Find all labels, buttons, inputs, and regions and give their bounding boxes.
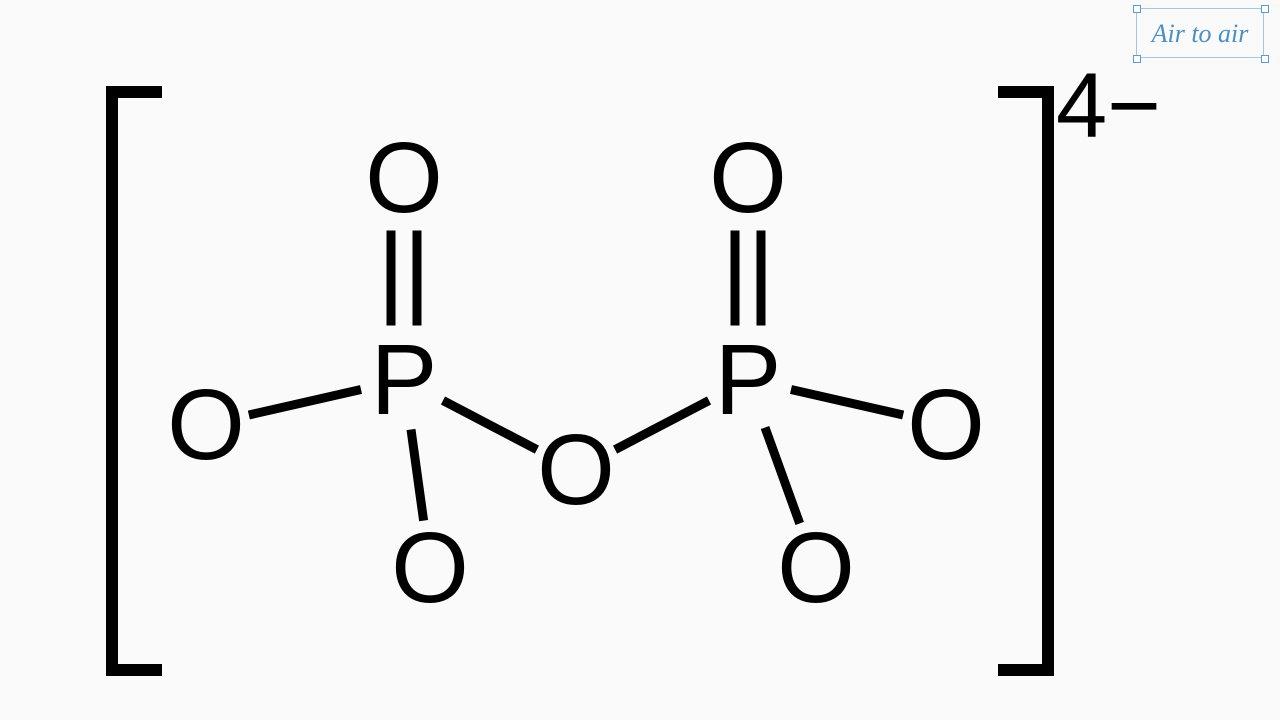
- atom-O-top-right: O: [709, 128, 787, 228]
- right-bracket: [998, 86, 1054, 676]
- atom-P-right: P: [715, 330, 782, 430]
- bond: [761, 425, 804, 524]
- bond: [731, 230, 740, 325]
- atom-P-left: P: [371, 330, 438, 430]
- watermark-text: Air to air: [1152, 19, 1249, 48]
- watermark-logo: Air to air: [1136, 8, 1264, 58]
- selection-handle: [1261, 55, 1269, 63]
- bond: [413, 230, 422, 325]
- bond: [248, 385, 362, 419]
- atom-O-bot-right: O: [777, 518, 855, 618]
- atom-O-bot-left: O: [391, 518, 469, 618]
- bond: [406, 429, 427, 521]
- bond: [790, 385, 904, 419]
- bond: [387, 230, 396, 325]
- atom-O-center: O: [537, 420, 615, 520]
- selection-handle: [1261, 5, 1269, 13]
- selection-handle: [1133, 55, 1141, 63]
- charge-label: 4−: [1056, 60, 1161, 152]
- bond: [441, 396, 539, 453]
- atom-O-top-left: O: [365, 128, 443, 228]
- bond: [613, 396, 711, 453]
- selection-handle: [1133, 5, 1141, 13]
- bond: [757, 230, 766, 325]
- atom-O-right: O: [907, 375, 985, 475]
- left-bracket: [106, 86, 162, 676]
- atom-O-left: O: [167, 375, 245, 475]
